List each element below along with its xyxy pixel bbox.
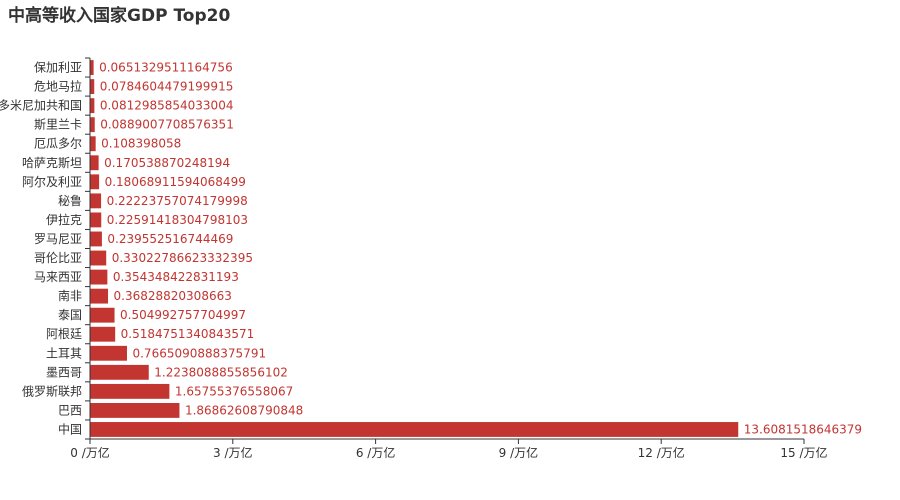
bar[interactable] (90, 98, 95, 114)
value-label: 0.108398058 (101, 137, 181, 151)
category-label: 阿根廷 (46, 327, 82, 341)
bar[interactable] (90, 193, 102, 209)
bar[interactable] (90, 212, 102, 228)
value-label: 1.2238088855856102 (154, 365, 288, 379)
value-label: 1.65755376558067 (175, 384, 293, 398)
value-label: 0.0889007708576351 (100, 118, 234, 132)
x-tick-label: 12 /万亿 (638, 445, 685, 460)
category-label: 俄罗斯联邦 (22, 384, 82, 398)
category-label: 南非 (58, 288, 82, 303)
category-label: 土耳其 (46, 346, 82, 360)
category-label: 巴西 (58, 403, 82, 417)
value-label: 1.86862608790848 (185, 403, 303, 417)
bar[interactable] (90, 326, 116, 342)
value-label: 0.5184751340843571 (121, 327, 255, 341)
x-tick-label: 9 /万亿 (499, 445, 539, 460)
bar[interactable] (90, 155, 99, 171)
bar[interactable] (90, 402, 180, 418)
bar[interactable] (90, 288, 109, 304)
category-label: 泰国 (58, 308, 82, 322)
category-label: 罗马尼亚 (34, 232, 82, 246)
category-label: 多米尼加共和国 (0, 99, 82, 113)
x-tick-label: 6 /万亿 (356, 445, 396, 460)
category-label: 中国 (58, 421, 82, 436)
category-label: 马来西亚 (34, 270, 82, 284)
value-label: 0.0812985854033004 (100, 99, 234, 113)
x-tick-label: 3 /万亿 (213, 445, 253, 460)
category-label: 斯里兰卡 (34, 118, 82, 132)
value-label: 0.33022786623332395 (112, 251, 253, 265)
bar[interactable] (90, 60, 94, 75)
bar[interactable] (90, 383, 170, 399)
category-label: 墨西哥 (46, 365, 82, 379)
bar[interactable] (90, 307, 115, 323)
value-label: 13.6081518646379 (744, 422, 862, 436)
x-tick-label: 15 /万亿 (780, 445, 827, 460)
bar[interactable] (90, 250, 107, 266)
value-label: 0.0784604479199915 (100, 80, 234, 94)
value-label: 0.0651329511164756 (99, 61, 233, 75)
category-label: 阿尔及利亚 (22, 174, 82, 189)
category-label: 伊拉克 (46, 212, 82, 227)
value-label: 0.170538870248194 (104, 156, 230, 170)
bar[interactable] (90, 79, 95, 95)
category-label: 危地马拉 (34, 79, 82, 94)
category-label: 哥伦比亚 (34, 250, 82, 265)
bar[interactable] (90, 269, 108, 285)
value-label: 0.239552516744469 (107, 232, 233, 246)
bar[interactable] (90, 231, 102, 247)
chart-title: 中高等收入国家GDP Top20 (8, 6, 231, 26)
bar[interactable] (90, 136, 96, 152)
x-tick-label: 0 /万亿 (70, 445, 110, 460)
bar[interactable] (90, 345, 127, 361)
bar[interactable] (90, 117, 95, 133)
value-label: 0.7665090888375791 (132, 346, 266, 360)
value-label: 0.22223757074179998 (107, 194, 248, 208)
category-label: 厄瓜多尔 (34, 136, 82, 151)
category-label: 哈萨克斯坦 (22, 156, 82, 170)
bar[interactable] (90, 422, 739, 437)
category-label: 保加利亚 (34, 61, 82, 75)
value-label: 0.22591418304798103 (107, 213, 248, 227)
value-label: 0.18068911594068499 (105, 175, 246, 189)
value-label: 0.354348422831193 (113, 270, 239, 284)
category-label: 秘鲁 (58, 194, 82, 208)
value-label: 0.504992757704997 (120, 308, 246, 322)
bar[interactable] (90, 364, 149, 380)
bar[interactable] (90, 174, 100, 190)
value-label: 0.36828820308663 (114, 289, 232, 303)
